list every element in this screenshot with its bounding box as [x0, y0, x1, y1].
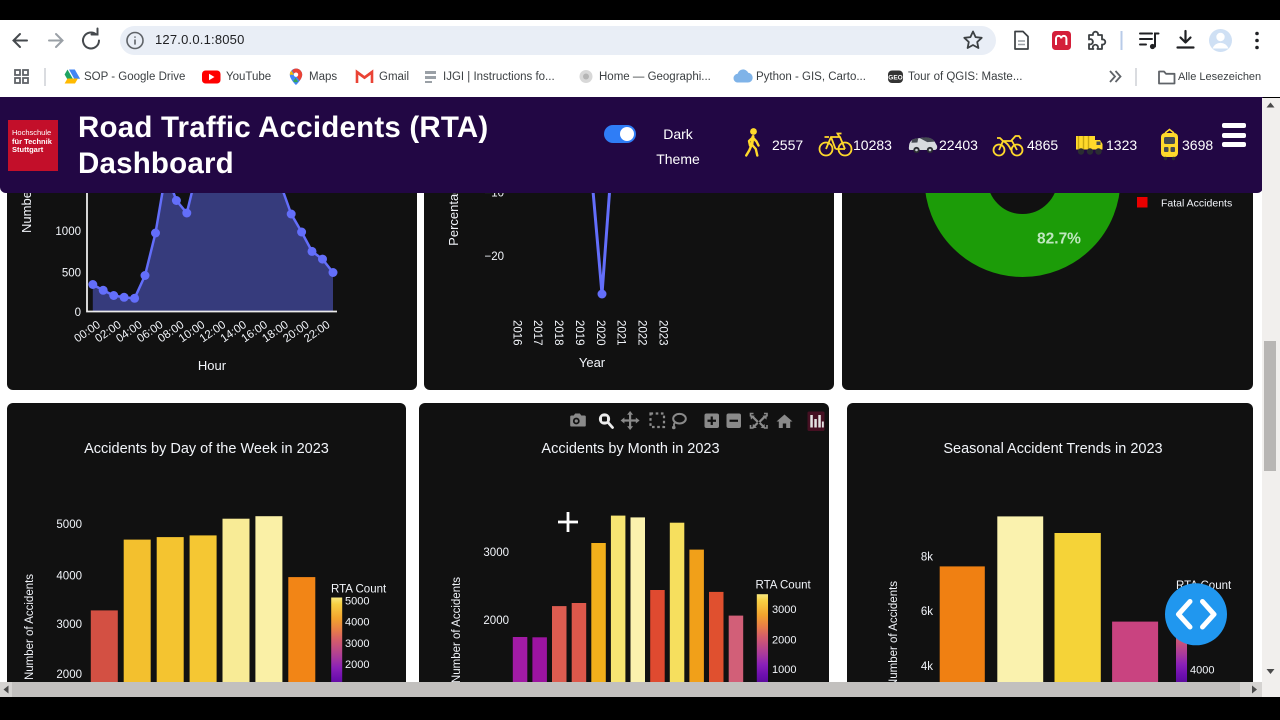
svg-text:2023: 2023: [656, 320, 668, 346]
svg-text:4k: 4k: [921, 661, 933, 673]
svg-text:3000: 3000: [483, 547, 509, 559]
svg-text:2019: 2019: [573, 320, 585, 346]
svg-text:Fatal Accidents: Fatal Accidents: [1161, 198, 1232, 210]
svg-text:2016: 2016: [510, 320, 522, 346]
svg-text:2000: 2000: [345, 659, 369, 671]
svg-text:1000: 1000: [772, 664, 796, 676]
svg-text:3000: 3000: [345, 638, 369, 650]
svg-text:6k: 6k: [921, 606, 933, 618]
svg-text:5000: 5000: [345, 596, 369, 608]
svg-text:1000: 1000: [55, 226, 81, 238]
svg-text:2021: 2021: [615, 320, 627, 346]
svg-text:500: 500: [62, 268, 81, 280]
svg-text:4000: 4000: [1190, 665, 1214, 677]
svg-text:Seasonal Accident Trends in 20: Seasonal Accident Trends in 2023: [943, 441, 1162, 457]
svg-text:Accidents by Day of the Week i: Accidents by Day of the Week in 2023: [84, 441, 329, 457]
svg-text:Number of Accidents: Number of Accidents: [24, 574, 36, 680]
svg-text:2020: 2020: [594, 320, 606, 346]
svg-text:8k: 8k: [921, 552, 933, 564]
svg-text:GEO: GEO: [888, 75, 902, 82]
svg-text:Accidents by Month in 2023: Accidents by Month in 2023: [541, 441, 719, 457]
svg-text:Hour: Hour: [198, 358, 227, 373]
svg-text:3000: 3000: [772, 604, 796, 616]
svg-text:RTA Count: RTA Count: [756, 580, 812, 592]
svg-text:2000: 2000: [772, 635, 796, 647]
svg-text:Year: Year: [579, 355, 606, 370]
svg-text:3000: 3000: [56, 619, 82, 631]
svg-text:−20: −20: [484, 251, 504, 263]
svg-text:Number of Accidents: Number of Accidents: [451, 577, 463, 683]
svg-text:2022: 2022: [636, 320, 648, 346]
svg-text:RTA Count: RTA Count: [331, 584, 387, 596]
svg-text:4000: 4000: [345, 617, 369, 629]
svg-text:2000: 2000: [56, 669, 82, 681]
svg-text:0: 0: [75, 307, 81, 319]
svg-text:2018: 2018: [552, 320, 564, 346]
svg-text:2017: 2017: [531, 320, 543, 346]
svg-text:Number of Accidents: Number of Accidents: [888, 581, 900, 687]
svg-text:82.7%: 82.7%: [1037, 231, 1081, 248]
svg-text:2000: 2000: [483, 615, 509, 627]
svg-text:4000: 4000: [56, 570, 82, 582]
svg-text:5000: 5000: [56, 519, 82, 531]
